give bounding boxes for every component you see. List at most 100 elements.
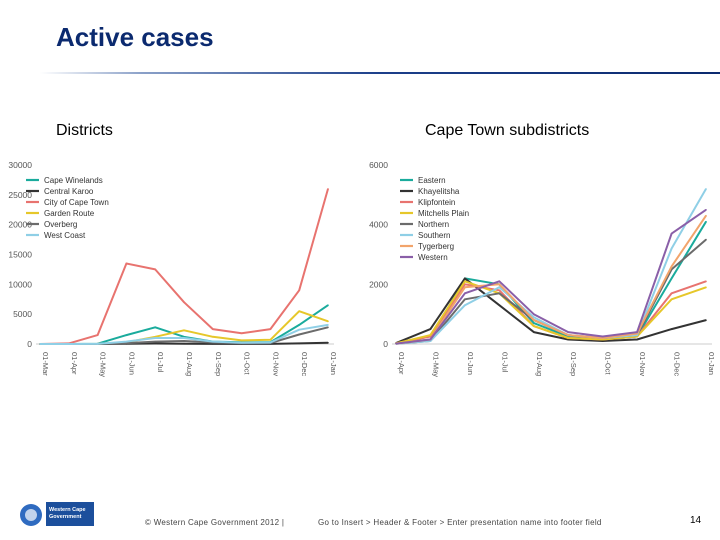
data-point-western [705, 208, 707, 211]
x-tick-label: 01-Nov [271, 352, 280, 376]
legend-label-khayelitsha: Khayelitsha [418, 187, 460, 196]
data-point-southern [670, 247, 673, 250]
data-point-overberg [183, 340, 185, 342]
y-tick-label: 25000 [8, 190, 32, 200]
y-tick-label: 0 [27, 339, 32, 349]
logo-box [46, 502, 94, 526]
data-point-tygerberg [601, 337, 604, 339]
data-point-mitchells-plain [636, 335, 638, 338]
data-point-central-karoo [154, 342, 156, 345]
series-line-mitchells-plain [395, 280, 707, 345]
y-tick-label: 4000 [369, 220, 388, 230]
data-point-west-coast [212, 340, 214, 343]
data-point-mitchells-plain [429, 334, 432, 336]
x-tick-label: 01-Dec [673, 352, 682, 376]
data-point-city-of-cape-town [96, 334, 99, 336]
x-tick-label: 01-Mar [41, 352, 50, 376]
x-tick-label: 01-Dec [300, 352, 309, 376]
data-point-southern [464, 304, 466, 307]
y-tick-label: 15000 [8, 250, 32, 260]
data-point-western [567, 331, 570, 333]
footer-presentation-name: Go to Insert > Header & Footer > Enter p… [318, 518, 602, 527]
data-point-khayelitsha [429, 328, 432, 330]
data-point-west-coast [39, 343, 41, 345]
data-point-west-coast [96, 343, 99, 345]
legend-label-mitchells-plain: Mitchells Plain [418, 209, 469, 218]
data-point-klipfontein [670, 292, 673, 295]
data-point-mitchells-plain [532, 325, 535, 327]
legend-label-cape-winelands: Cape Winelands [44, 176, 103, 185]
x-tick-label: 01-Jan [707, 352, 716, 375]
districts-chart: 0 5000 10000 15000 20000 25000 30000 01-Mar 01-A… [4, 150, 338, 380]
x-tick-label: 01-Jun [466, 352, 475, 375]
legend-label-city-of-cape-town: City of Cape Town [44, 198, 109, 207]
x-tick-label: 01-Oct [604, 352, 613, 375]
legend-label-northern: Northern [418, 220, 449, 229]
data-point-garden-route [298, 310, 301, 312]
data-point-west-coast [269, 341, 272, 344]
y-tick-label: 30000 [8, 160, 32, 170]
data-point-west-coast [125, 340, 128, 343]
x-tick-label: 01-May [99, 352, 108, 377]
x-tick-label: 01-Jun [127, 352, 136, 375]
legend-label-klipfontein: Klipfontein [418, 198, 455, 207]
data-point-mitchells-plain [567, 337, 570, 339]
data-point-overberg [327, 326, 329, 329]
data-point-garden-route [327, 320, 329, 323]
data-point-west-coast [183, 337, 185, 339]
districts-chart-svg: 0 5000 10000 15000 20000 25000 30000 01-Mar 01-A… [8, 160, 338, 377]
data-point-western [532, 313, 535, 315]
svg-text:Western Cape: Western Cape [49, 507, 86, 513]
legend-label-southern: Southern [418, 231, 450, 240]
data-point-klipfontein [498, 289, 501, 292]
data-point-tygerberg [498, 283, 501, 286]
data-point-central-karoo [298, 342, 301, 345]
y-tick-label: 6000 [369, 160, 388, 170]
legend-label-tygerberg: Tygerberg [418, 242, 454, 251]
data-point-city-of-cape-town [269, 328, 272, 330]
x-tick-label: 01-Oct [243, 352, 252, 375]
data-point-overberg [154, 340, 156, 343]
subdistricts-chart: 0 2000 4000 6000 01-Apr 01-May 01-Jun 01-Jul 01-… [360, 150, 716, 380]
svg-text:Government: Government [49, 514, 82, 520]
data-point-tygerberg [670, 265, 673, 268]
page-title: Active cases [56, 22, 214, 52]
data-point-tygerberg [464, 286, 466, 289]
data-point-city-of-cape-town [240, 332, 243, 335]
data-point-western [601, 335, 604, 338]
x-tick-label: 01-Nov [638, 352, 647, 376]
data-point-western [464, 292, 466, 295]
data-point-garden-route [212, 336, 214, 338]
x-tick-label: 01-Aug [185, 352, 194, 376]
data-point-city-of-cape-town [212, 328, 214, 330]
data-point-western [429, 338, 432, 341]
series-line-khayelitsha [395, 277, 707, 345]
data-point-western [395, 342, 397, 345]
data-point-khayelitsha [636, 338, 638, 341]
y-tick-label: 0 [383, 339, 388, 349]
data-point-southern [429, 340, 432, 342]
x-tick-label: 01-Jul [156, 352, 165, 373]
subdistricts-heading: Cape Town subdistricts [425, 122, 590, 139]
data-point-eastern [532, 322, 535, 324]
data-point-western [670, 232, 673, 235]
data-point-cape-winelands [327, 304, 329, 307]
data-point-city-of-cape-town [125, 262, 128, 265]
x-tick-label: 01-Jul [500, 352, 509, 373]
title-underline [40, 72, 720, 74]
x-tick-label: 01-Apr [70, 352, 79, 375]
data-point-garden-route [269, 339, 272, 341]
data-point-mitchells-plain [601, 338, 604, 341]
x-tick-label: 01-Apr [397, 352, 406, 375]
subdistricts-chart-svg: 0 2000 4000 6000 01-Apr 01-May 01-Jun 01-Jul 01-… [369, 160, 716, 377]
data-point-western [498, 280, 501, 283]
western-cape-government-logo: Western Cape Government [20, 502, 94, 526]
x-tick-label: 01-Sep [214, 352, 223, 376]
data-point-tygerberg [567, 334, 570, 336]
data-point-tygerberg [636, 332, 638, 335]
data-point-west-coast [154, 337, 156, 339]
legend-label-west-coast: West Coast [44, 231, 86, 240]
data-point-klipfontein [705, 280, 707, 283]
data-point-city-of-cape-town [183, 301, 185, 304]
data-point-khayelitsha [567, 338, 570, 341]
